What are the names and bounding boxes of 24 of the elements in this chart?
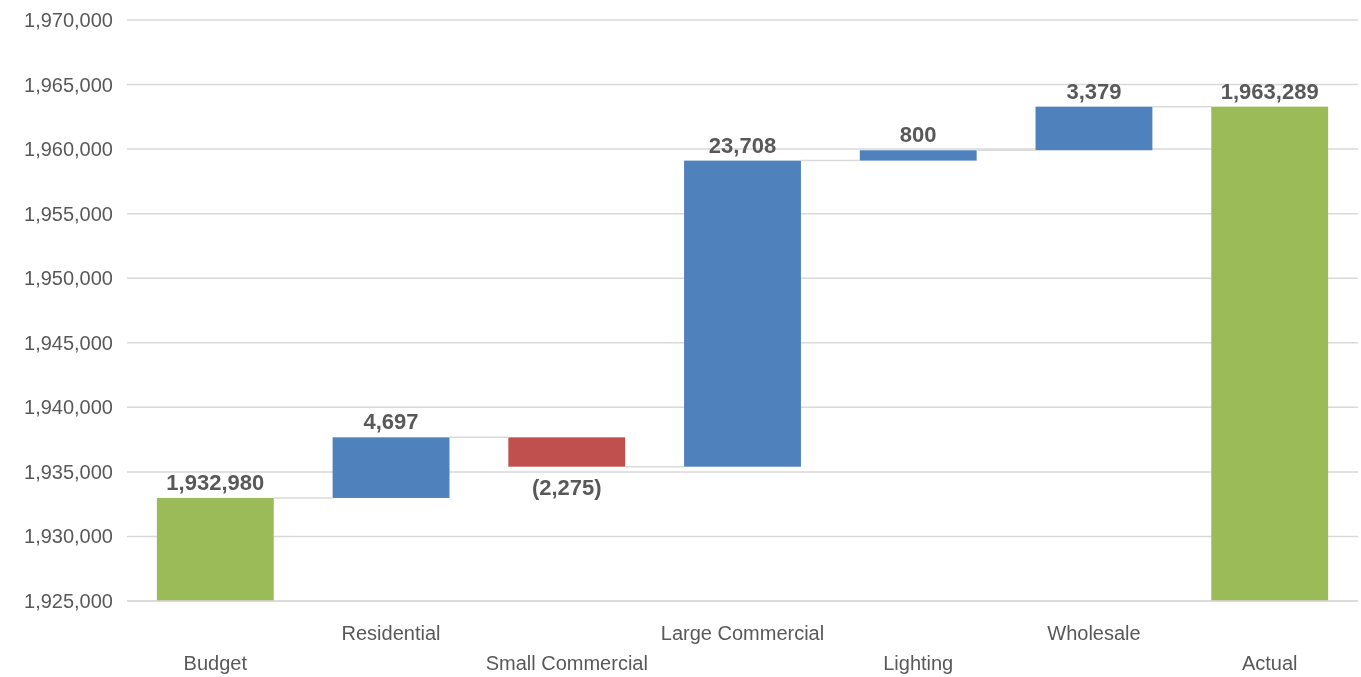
y-tick-label: 1,965,000 — [24, 73, 113, 96]
y-tick-label: 1,950,000 — [24, 267, 113, 290]
y-tick-label: 1,935,000 — [24, 460, 113, 483]
y-tick-label: 1,945,000 — [24, 331, 113, 354]
x-tick-label: Lighting — [883, 652, 954, 674]
y-tick-label: 1,940,000 — [24, 396, 113, 419]
x-tick-label: Large Commercial — [660, 622, 825, 644]
data-label: 3,379 — [1066, 78, 1122, 104]
data-label: (2,275) — [531, 474, 602, 500]
data-label: 23,708 — [708, 132, 777, 158]
y-tick-label: 1,970,000 — [24, 9, 113, 31]
y-tick-label: 1,930,000 — [24, 525, 113, 548]
data-label: 1,963,289 — [1220, 78, 1319, 104]
y-tick-label: 1,960,000 — [24, 138, 113, 161]
data-label: 800 — [899, 122, 937, 148]
x-tick-label: Wholesale — [1047, 622, 1141, 644]
data-label: 1,932,980 — [166, 469, 265, 495]
data-label: 4,697 — [363, 409, 419, 435]
y-tick-label: 1,925,000 — [24, 590, 113, 612]
x-tick-label: Residential — [341, 622, 441, 644]
x-tick-label: Budget — [183, 652, 248, 674]
y-tick-label: 1,955,000 — [24, 202, 113, 225]
x-tick-label: Small Commercial — [485, 652, 648, 674]
x-tick-label: Actual — [1241, 652, 1298, 674]
